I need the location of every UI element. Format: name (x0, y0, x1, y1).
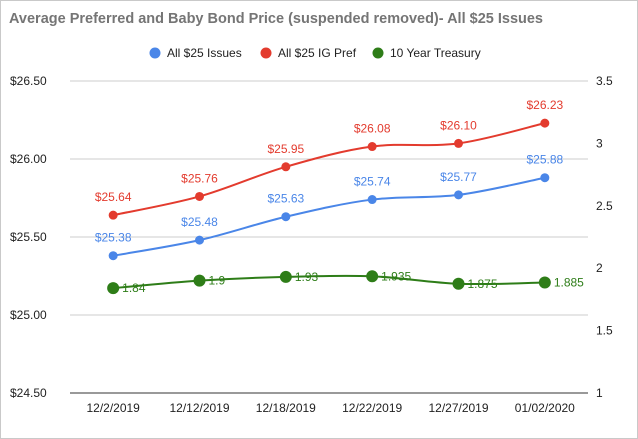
data-label: $25.64 (95, 190, 132, 204)
data-label: $25.38 (95, 231, 132, 245)
x-tick-label: 01/02/2020 (515, 401, 575, 415)
data-point (193, 274, 206, 287)
x-tick-label: 12/18/2019 (256, 401, 316, 415)
data-label: 1.875 (468, 277, 498, 291)
data-label: 1.885 (554, 276, 584, 290)
data-point (281, 162, 291, 172)
x-tick-label: 12/22/2019 (342, 401, 402, 415)
y-right-tick-label: 1 (596, 386, 603, 400)
y-right-tick-label: 2 (596, 261, 603, 275)
y-left-tick-label: $24.50 (10, 386, 47, 400)
data-label: 1.93 (295, 270, 319, 284)
legend-label: All $25 IG Pref (278, 46, 357, 60)
y-left-tick-label: $25.50 (10, 230, 47, 244)
y-right-tick-label: 3 (596, 136, 603, 150)
data-point (279, 270, 292, 283)
x-tick-label: 12/12/2019 (169, 401, 229, 415)
data-point (107, 282, 120, 295)
data-point (195, 235, 204, 245)
data-label: $25.63 (267, 192, 304, 206)
legend-label: 10 Year Treasury (390, 46, 481, 60)
x-tick-label: 12/27/2019 (428, 401, 488, 415)
y-right-tick-label: 3.5 (596, 74, 613, 88)
y-right-tick-label: 2.5 (596, 199, 613, 213)
data-point (108, 210, 118, 220)
data-point (540, 173, 550, 183)
data-label: 1.9 (209, 274, 226, 288)
legend-label: All $25 Issues (167, 46, 242, 60)
legend-marker (372, 47, 384, 59)
data-label: $25.74 (354, 175, 391, 189)
data-label: 1.935 (381, 269, 411, 283)
data-point (367, 195, 377, 205)
x-tick-label: 12/2/2019 (86, 401, 140, 415)
data-label: $25.95 (267, 142, 304, 156)
data-point (454, 138, 463, 148)
data-point (195, 191, 204, 201)
data-point (540, 118, 550, 128)
data-point (452, 277, 465, 290)
y-left-tick-label: $25.00 (10, 308, 47, 322)
y-left-tick-label: $26.50 (10, 74, 47, 88)
data-label: $25.77 (440, 170, 477, 184)
data-label: $25.88 (526, 153, 563, 167)
data-label: $25.48 (181, 215, 218, 229)
data-point (538, 276, 551, 289)
chart-title: Average Preferred and Baby Bond Price (s… (9, 11, 544, 27)
series-line (112, 122, 546, 217)
data-point (367, 142, 377, 152)
data-label: $26.10 (440, 118, 477, 132)
data-point (108, 251, 118, 261)
series-line (113, 274, 545, 290)
data-label: $26.23 (526, 98, 563, 112)
series-line (112, 176, 546, 257)
data-label: $25.76 (181, 171, 218, 185)
data-point (281, 212, 291, 222)
y-right-tick-label: 1.5 (596, 324, 613, 338)
data-point (366, 270, 379, 283)
legend-marker (260, 47, 272, 59)
data-label: $26.08 (354, 122, 391, 136)
data-point (454, 190, 463, 200)
legend-marker (149, 47, 161, 59)
y-left-tick-label: $26.00 (10, 152, 47, 166)
data-label: 1.84 (122, 281, 146, 295)
